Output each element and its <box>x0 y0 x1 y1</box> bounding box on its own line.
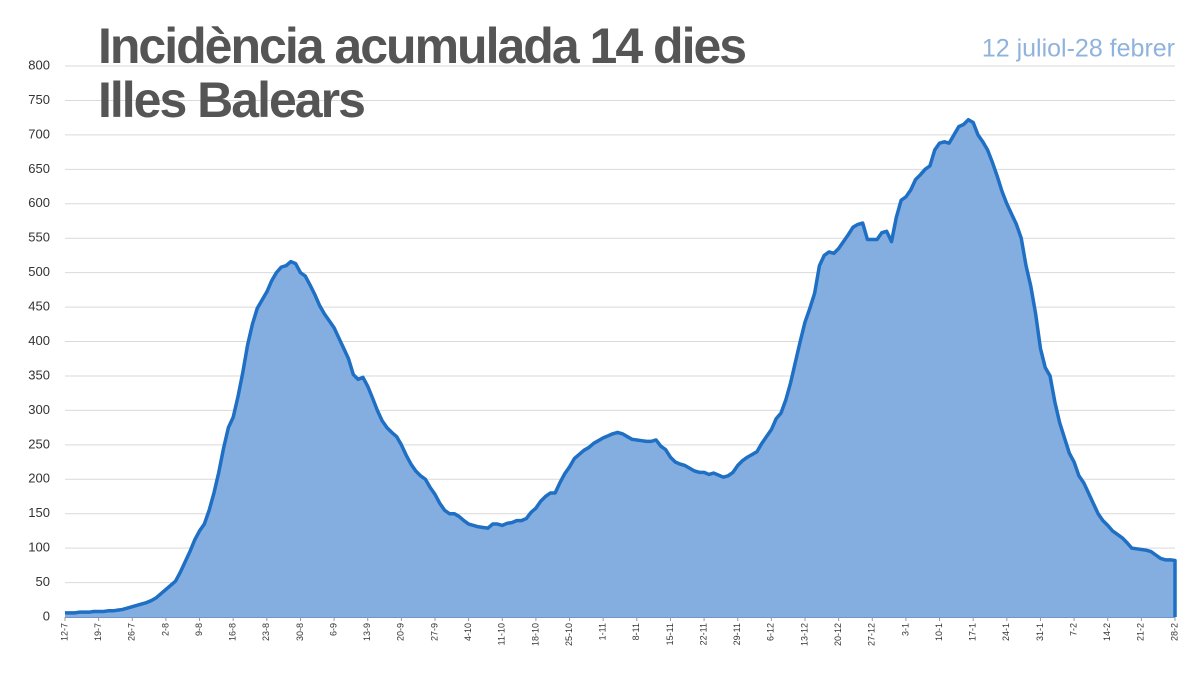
y-tick-label: 650 <box>28 161 50 176</box>
y-tick-label: 750 <box>28 92 50 107</box>
x-tick-label: 6-9 <box>328 623 338 636</box>
x-tick-label: 2-8 <box>160 623 170 636</box>
area <box>65 119 1175 617</box>
chart-title: Illes Balears <box>98 72 364 128</box>
x-tick-label: 16-8 <box>228 623 238 641</box>
y-tick-label: 450 <box>28 299 50 314</box>
y-tick-label: 550 <box>28 230 50 245</box>
chart-subtitle: 12 juliol-28 febrer <box>982 35 1175 63</box>
line <box>65 117 1177 617</box>
x-tick-label: 27-9 <box>429 623 439 641</box>
x-tick-label: 30-8 <box>295 623 305 641</box>
x-tick-label: 3-1 <box>900 623 910 636</box>
y-tick-label: 200 <box>28 471 50 486</box>
x-tick-label: 6-12 <box>766 623 776 641</box>
y-tick-label: 600 <box>28 195 50 210</box>
chart-title: Incidència acumulada 14 dies <box>98 18 745 74</box>
y-tick-label: 100 <box>28 540 50 555</box>
x-tick-label: 28-2 <box>1169 623 1179 641</box>
x-tick-label: 19-7 <box>93 623 103 641</box>
x-tick-label: 11-10 <box>497 623 507 645</box>
x-tick-label: 14-2 <box>1102 623 1112 641</box>
x-tick-label: 9-8 <box>194 623 204 636</box>
x-tick-label: 1-11 <box>598 623 608 640</box>
y-tick-label: 400 <box>28 333 50 348</box>
y-tick-label: 700 <box>28 126 50 141</box>
x-tick-label: 18-10 <box>530 623 540 646</box>
y-tick-label: 800 <box>28 57 50 72</box>
y-tick-label: 150 <box>28 505 50 520</box>
x-tick-label: 10-1 <box>934 623 944 641</box>
x-tick-label: 27-12 <box>867 623 877 646</box>
y-tick-label: 0 <box>43 608 50 623</box>
y-tick-label: 300 <box>28 402 50 417</box>
x-tick-label: 24-1 <box>1001 623 1011 641</box>
x-tick-label: 22-11 <box>698 623 708 645</box>
labels: 0 50 100 150 200 250 300 350 400 450 500 550 600 650 7… <box>28 57 1179 646</box>
y-tick-label: 350 <box>28 367 50 382</box>
x-tick-label: 20-12 <box>833 623 843 646</box>
plot <box>65 117 1177 617</box>
x-tick-label: 17-1 <box>968 623 978 641</box>
x-tick-label: 13-9 <box>362 623 372 641</box>
x-tick-label: 25-10 <box>564 623 574 646</box>
x-tick-label: 15-11 <box>665 623 675 645</box>
y-tick-label: 500 <box>28 264 50 279</box>
x-tick-label: 4-10 <box>463 623 473 641</box>
x-tick-label: 23-8 <box>261 623 271 641</box>
x-tick-label: 7-2 <box>1068 623 1078 636</box>
x-tick-label: 8-11 <box>631 623 641 640</box>
x-tick-label: 13-12 <box>799 623 809 646</box>
y-tick-label: 250 <box>28 436 50 451</box>
x-tick-label: 29-11 <box>732 623 742 645</box>
x-tick-label: 12-7 <box>59 623 69 641</box>
x-tick-label: 31-1 <box>1035 623 1045 641</box>
x-tick-label: 26-7 <box>127 623 137 641</box>
y-tick-label: 50 <box>36 574 50 589</box>
x-tick-label: 21-2 <box>1136 623 1146 641</box>
x-tick-label: 20-9 <box>396 623 406 641</box>
